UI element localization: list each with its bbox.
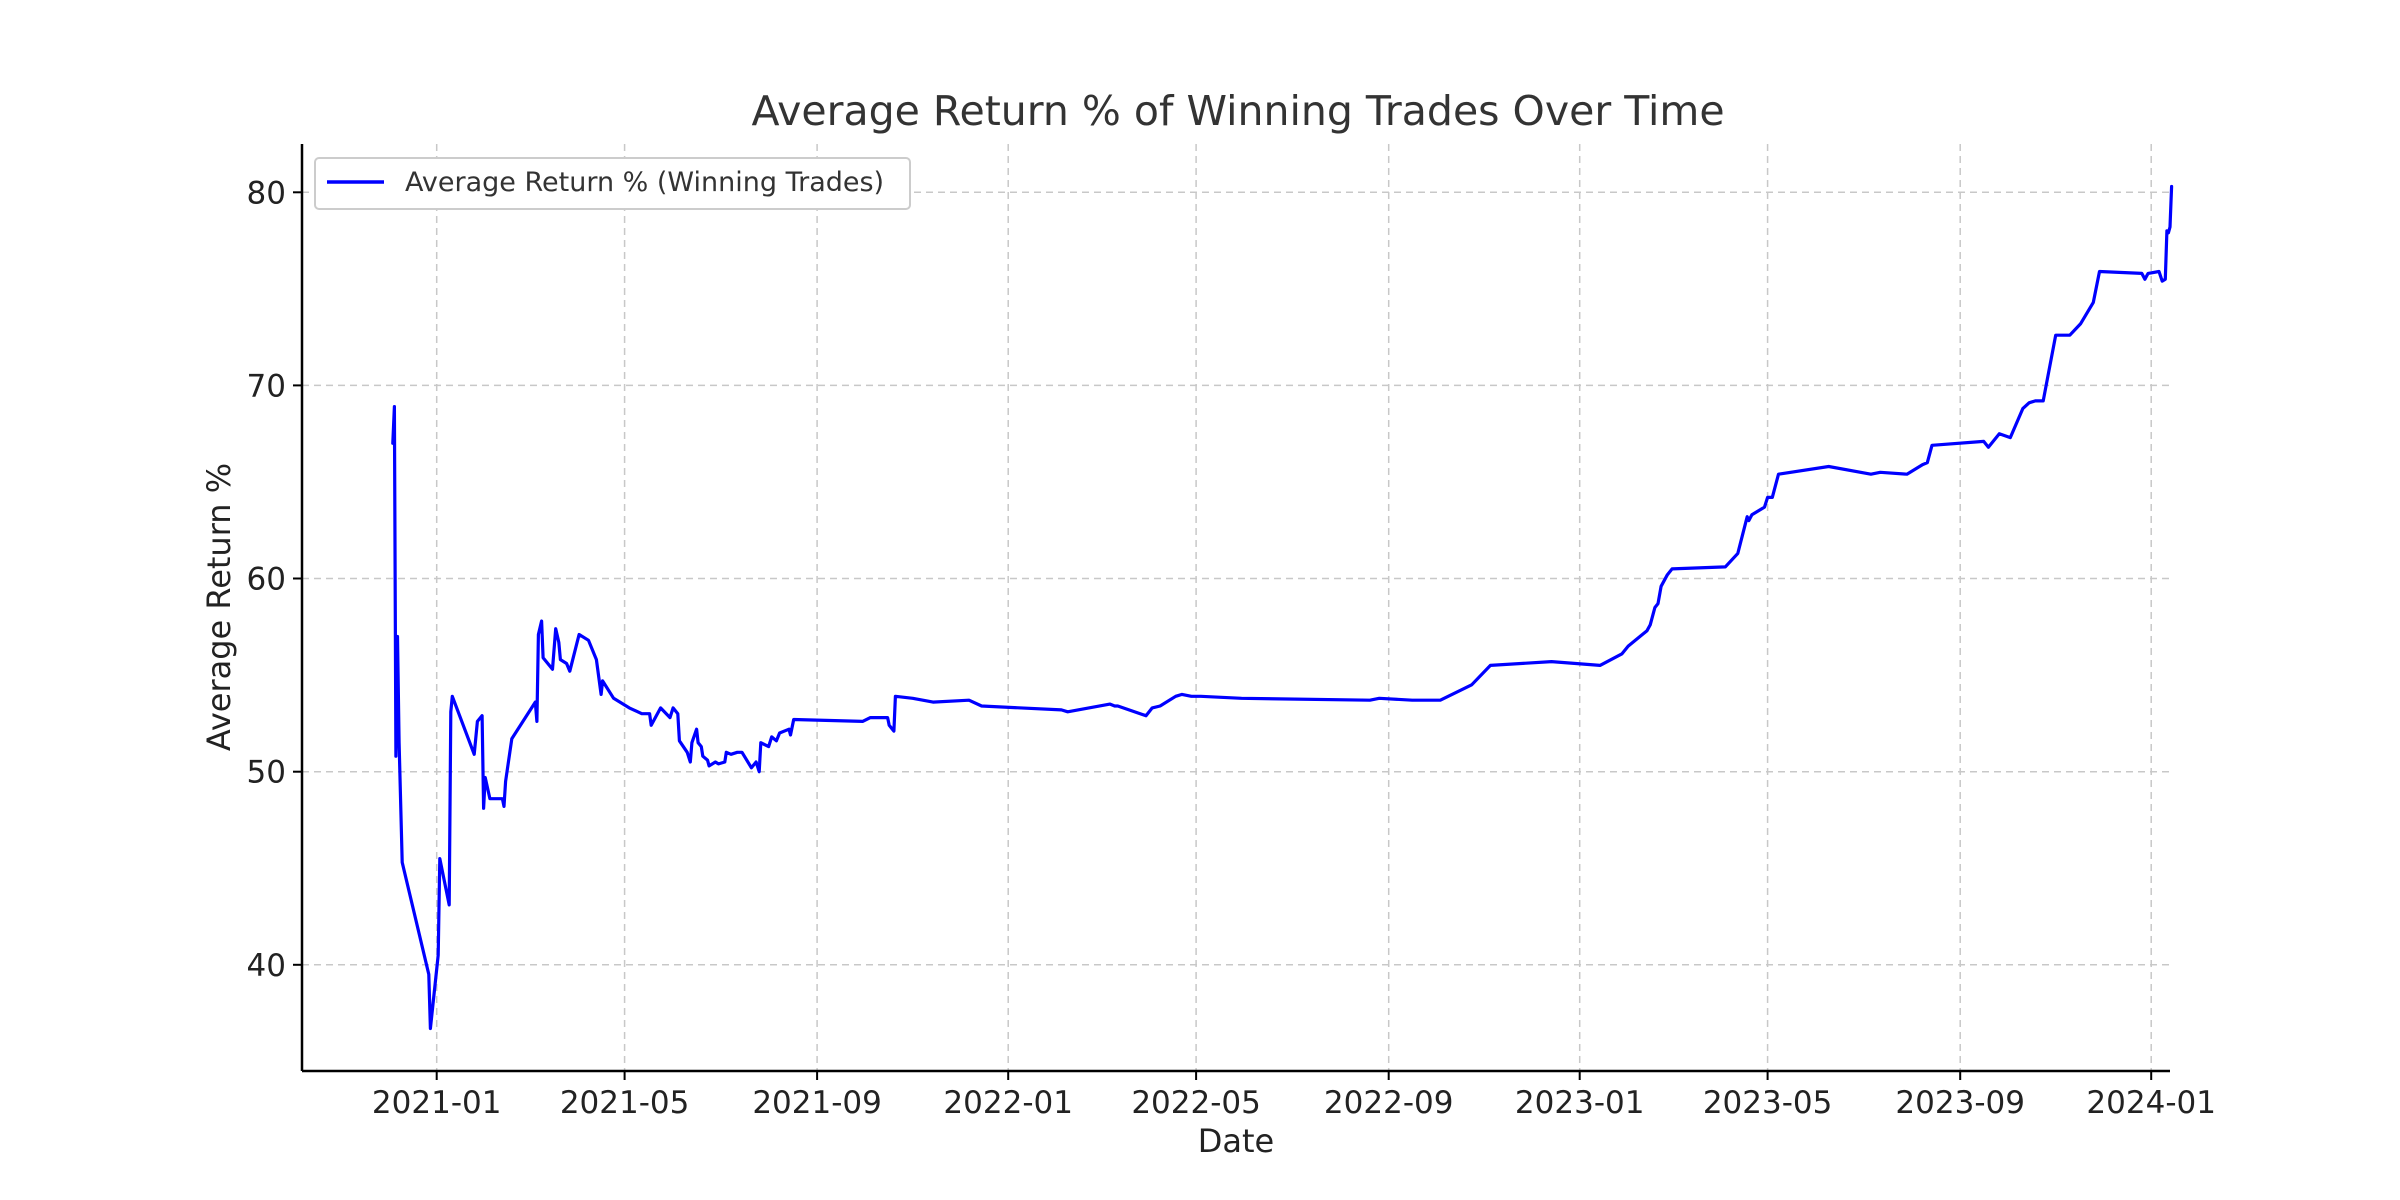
x-axis-label: Date [1198, 1122, 1274, 1160]
x-tick-label: 2021-05 [560, 1085, 690, 1121]
y-tick-label: 70 [247, 368, 286, 404]
legend-label: Average Return % (Winning Trades) [405, 167, 884, 198]
chart-title: Average Return % of Winning Trades Over … [751, 87, 1724, 135]
series-group [391, 184, 2174, 1031]
series-line [391, 184, 2174, 1031]
x-tick-label: 2023-01 [1515, 1085, 1645, 1121]
legend: Average Return % (Winning Trades) [314, 157, 911, 210]
x-tick-label: 2023-05 [1703, 1085, 1833, 1121]
axes [300, 144, 2170, 1073]
x-tick-label: 2021-09 [752, 1085, 882, 1121]
y-tick-label: 50 [247, 755, 286, 791]
x-tick-label: 2022-05 [1131, 1085, 1261, 1121]
x-tick-label: 2024-01 [2086, 1085, 2216, 1121]
y-ticks: 40 50 60 70 80 [247, 175, 302, 984]
y-axis-label: Average Return % [200, 463, 238, 751]
grid-lines [302, 144, 2170, 1071]
legend-box [314, 157, 911, 210]
x-tick-label: 2021-01 [372, 1085, 502, 1121]
y-tick-label: 60 [247, 562, 286, 598]
x-tick-label: 2022-09 [1324, 1085, 1454, 1121]
y-tick-label: 80 [247, 175, 286, 211]
x-ticks: 2021-01 2021-05 2021-09 2022-01 2022-05 2022-… [372, 1071, 2216, 1121]
x-tick-label: 2023-09 [1895, 1085, 2025, 1121]
x-tick-label: 2022-01 [943, 1085, 1073, 1121]
y-tick-label: 40 [247, 948, 286, 984]
